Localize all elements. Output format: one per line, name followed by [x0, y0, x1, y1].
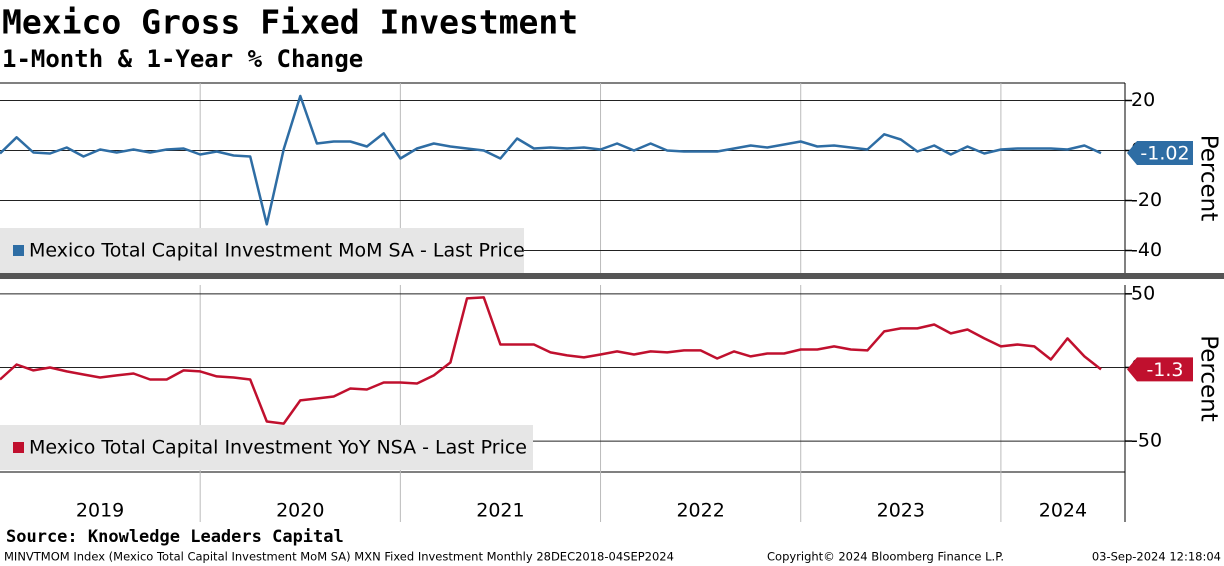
- data-line: [0, 296, 1102, 425]
- last-value-box: [1127, 141, 1193, 166]
- legend-label: Mexico Total Capital Investment YoY NSA …: [29, 437, 527, 459]
- y-tick-label: -20: [1131, 189, 1162, 211]
- legend-label: Mexico Total Capital Investment MoM SA -…: [29, 240, 525, 262]
- panel-separator: [0, 273, 1224, 279]
- x-tick-label: 2022: [676, 500, 724, 522]
- y-axis-label: Percent: [1196, 135, 1222, 222]
- y-tick-label: 50: [1131, 282, 1155, 304]
- chart-subtitle: 1-Month & 1-Year % Change: [2, 45, 363, 73]
- last-value-label: -1.3: [1146, 359, 1183, 381]
- x-tick-label: 2023: [877, 500, 925, 522]
- y-tick-label: -40: [1131, 239, 1162, 261]
- legend-swatch: [13, 442, 24, 453]
- y-tick-label: -50: [1131, 430, 1162, 452]
- x-tick-label: 2019: [76, 500, 124, 522]
- x-tick-label: 2024: [1039, 500, 1087, 522]
- y-tick-label: 20: [1131, 89, 1155, 111]
- legend-swatch: [13, 245, 24, 256]
- footer-copyright: Copyright© 2024 Bloomberg Finance L.P.: [767, 550, 1004, 564]
- data-line: [0, 94, 1102, 226]
- footer-timestamp: 03-Sep-2024 12:18:04: [1092, 550, 1221, 564]
- source: Source: Knowledge Leaders Capital: [6, 527, 344, 547]
- last-value-box: [1127, 357, 1193, 382]
- chart-title: Mexico Gross Fixed Investment: [2, 3, 578, 42]
- footer-description: MINVTMOM Index (Mexico Total Capital Inv…: [4, 550, 674, 564]
- x-tick-label: 2020: [276, 500, 324, 522]
- legend-box: [0, 425, 533, 470]
- legend-box: [0, 228, 524, 273]
- x-tick-label: 2021: [476, 500, 524, 522]
- y-axis-label: Percent: [1196, 335, 1222, 422]
- last-value-label: -1.02: [1140, 143, 1189, 165]
